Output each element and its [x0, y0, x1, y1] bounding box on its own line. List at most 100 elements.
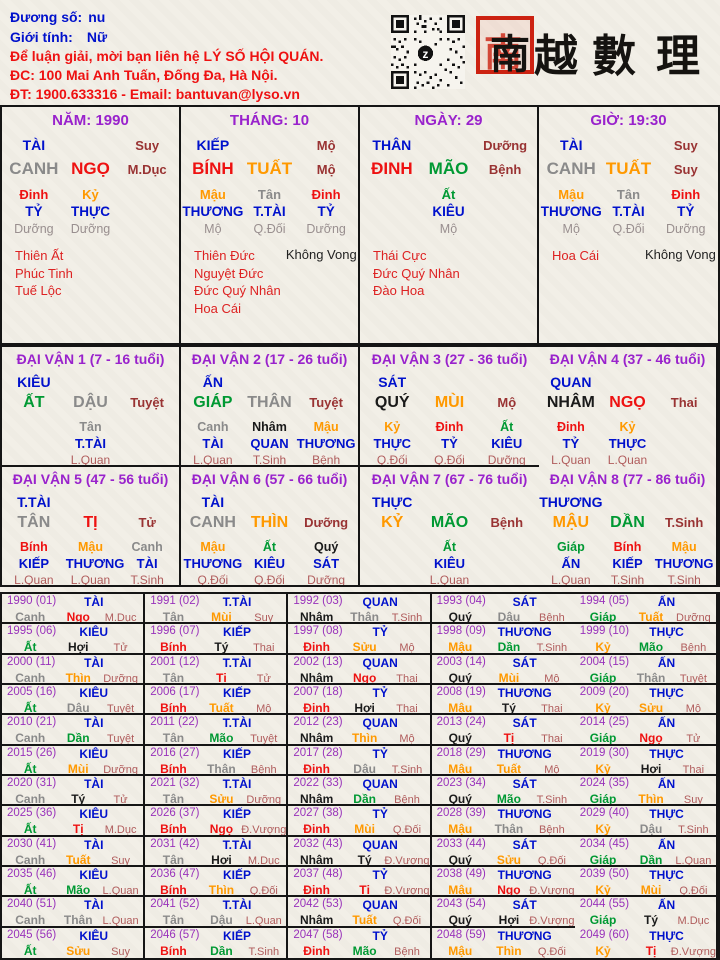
year-cell: 2012 (23) QUAN Nhâm Thìn Mộ [288, 715, 432, 746]
year-cell: 2027 (38) TỶ Đinh Mùi Q.Đối [288, 806, 432, 837]
hidden-deity: KIẾP [612, 556, 643, 571]
year-branch: Dần [66, 731, 90, 746]
year-branch: Tị [216, 670, 227, 685]
year-branch: Hợi [67, 640, 89, 655]
phone-email-line: ĐT: 1900.633316 - Email: bantuvan@lyso.v… [10, 86, 300, 102]
hidden-stage: T.Sinh [252, 453, 287, 467]
year-deity: TÀI [84, 655, 104, 670]
year-deity: TỶ [372, 928, 388, 943]
subject-info: Đương số: nu Giới tính: Nữ Để luận giải, m… [0, 0, 720, 104]
hidden-stem-group: Tân T.TÀI L.Quan [66, 419, 116, 467]
year-label: 1992 (03) [293, 595, 343, 607]
year-stage: Tử [113, 794, 128, 806]
hidden-deity: KIÊU [432, 204, 465, 219]
year-cell: 2026 (37) KIẾP Bính Ngọ Đ.Vượng [145, 806, 289, 837]
year-branch: Ngọ [66, 610, 90, 624]
year-label: 2013 (24) [436, 716, 486, 729]
hidden-stem: Ất [262, 540, 277, 554]
year-label: 2030 (41) [7, 837, 57, 850]
year-stage: Tử [113, 642, 128, 655]
brand-logo: 南 南 越 數 理 [470, 6, 720, 86]
year-stem: Canh [15, 792, 46, 806]
year-label: 2046 (57) [150, 928, 200, 941]
year-branch: Tị [503, 731, 515, 746]
year-branch: Mão [496, 792, 521, 806]
pillar-title: NĂM: 1990 [52, 112, 129, 129]
daivan-title: ĐẠI VẬN 5 (47 - 56 tuổi) [12, 471, 169, 487]
hidden-stem: Đinh [556, 420, 585, 434]
year-label: 2025 (36) [7, 807, 57, 820]
stem-label: ẤT [23, 394, 45, 411]
hidden-stage: Q.Đối [197, 573, 229, 585]
year-branch: Mùi [211, 610, 232, 624]
year-stage: L.Quan [675, 854, 712, 867]
year-deity: TỶ [372, 625, 388, 640]
pillar-title: NGÀY: 29 [414, 112, 483, 129]
year-deity: QUAN [362, 716, 398, 731]
year-cell: 1991 (02) T.TÀI Tân Mùi Suy [145, 594, 289, 625]
hidden-stem-group: Kỷ THỰC Q.Đối [360, 419, 424, 465]
year-cell: 2000 (11) TÀI Canh Thìn Dưỡng [2, 654, 146, 685]
year-branch: Sửu [209, 792, 234, 806]
year-cell: 1997 (08) TỶ Đinh Sửu Mộ [288, 624, 432, 655]
year-deity: SÁT [512, 655, 537, 670]
star-item: Nguyệt Đức [194, 265, 264, 281]
hidden-deity: TỶ [25, 204, 43, 219]
stage-label: Suy [673, 138, 698, 153]
year-branch: Thân [636, 670, 666, 685]
stage-label: Bệnh [488, 162, 522, 177]
year-cell: 2048 (59) THƯƠNG Mậu Thìn Q.Đối [432, 928, 575, 958]
hidden-stage: Q.Đối [254, 573, 285, 585]
stage-label: Bệnh [490, 515, 524, 530]
year-branch: Tý [214, 640, 229, 655]
year-branch: Tuất [352, 913, 377, 928]
hidden-deity: KIÊU [253, 556, 286, 571]
year-stem: Kỷ [595, 761, 611, 776]
hidden-stage: Dưỡng [307, 573, 346, 585]
svg-text:z: z [423, 48, 429, 61]
year-deity: KIÊU [79, 807, 109, 822]
year-label: 2015 (26) [7, 746, 57, 759]
daivan-title: ĐẠI VẬN 7 (67 - 76 tuổi) [371, 471, 528, 487]
stem-label: MẬU [552, 514, 590, 531]
year-stem: Ất [23, 640, 37, 655]
year-cell: 2019 (30) THỰC Kỷ Hợi Thai [574, 745, 718, 776]
year-branch: Mão [66, 883, 91, 897]
year-cell: 2036 (47) KIẾP Bính Thìn Q.Đối [145, 867, 289, 898]
year-stem: Nhâm [299, 670, 334, 685]
year-label: 2008 (19) [436, 686, 486, 698]
branch-label: DẦN [610, 514, 645, 531]
year-stem: Ất [23, 701, 37, 715]
hidden-stem-group: Canh TÀI L.Quan [181, 419, 245, 465]
hidden-deity: KIÊU [433, 556, 466, 571]
year-stem: Quý [448, 670, 472, 685]
year-stem: Tân [162, 913, 185, 928]
year-label: 2002 (13) [293, 655, 343, 668]
year-cell: 1996 (07) KIẾP Bính Tý Thai [145, 624, 289, 655]
hidden-stem: Kỷ [384, 420, 401, 434]
year-stage: Thai [253, 642, 275, 655]
hidden-stem-group: Ất KIÊU Q.Đối [245, 539, 295, 585]
year-deity: KIẾP [222, 928, 251, 943]
year-branch: Thân [494, 822, 524, 837]
year-branch: Dậu [497, 610, 521, 624]
year-cell: 2037 (48) TỶ Đinh Tị Đ.Vượng [288, 867, 432, 898]
year-branch: Dậu [210, 913, 233, 928]
year-label: 2005 (16) [7, 686, 57, 698]
deity-label: SÁT [378, 374, 407, 390]
stem-label: GIÁP [193, 394, 233, 411]
hidden-stem-group: Mậu THƯƠNG Mộ [181, 186, 245, 238]
year-deity: TỶ [372, 686, 388, 700]
hidden-stage: L.Quan [70, 453, 111, 467]
hidden-stem: Đinh [311, 187, 341, 202]
year-label: 2011 (22) [150, 716, 199, 729]
year-label: 2028 (39) [436, 807, 486, 820]
year-branch: Tý [357, 852, 372, 867]
hidden-deity: THƯƠNG [65, 556, 125, 571]
hidden-stage: T.Sinh [667, 573, 701, 585]
stem-label: CANH [9, 159, 59, 178]
pillar-box: THÁNG: 10 KIẾP Mộ BÍNH TUẤT Mộ Mậu THƯƠN… [181, 107, 360, 343]
year-stage: M.Dục [247, 854, 280, 867]
year-branch: Thìn [208, 883, 235, 897]
year-label: 1995 (06) [7, 625, 57, 638]
